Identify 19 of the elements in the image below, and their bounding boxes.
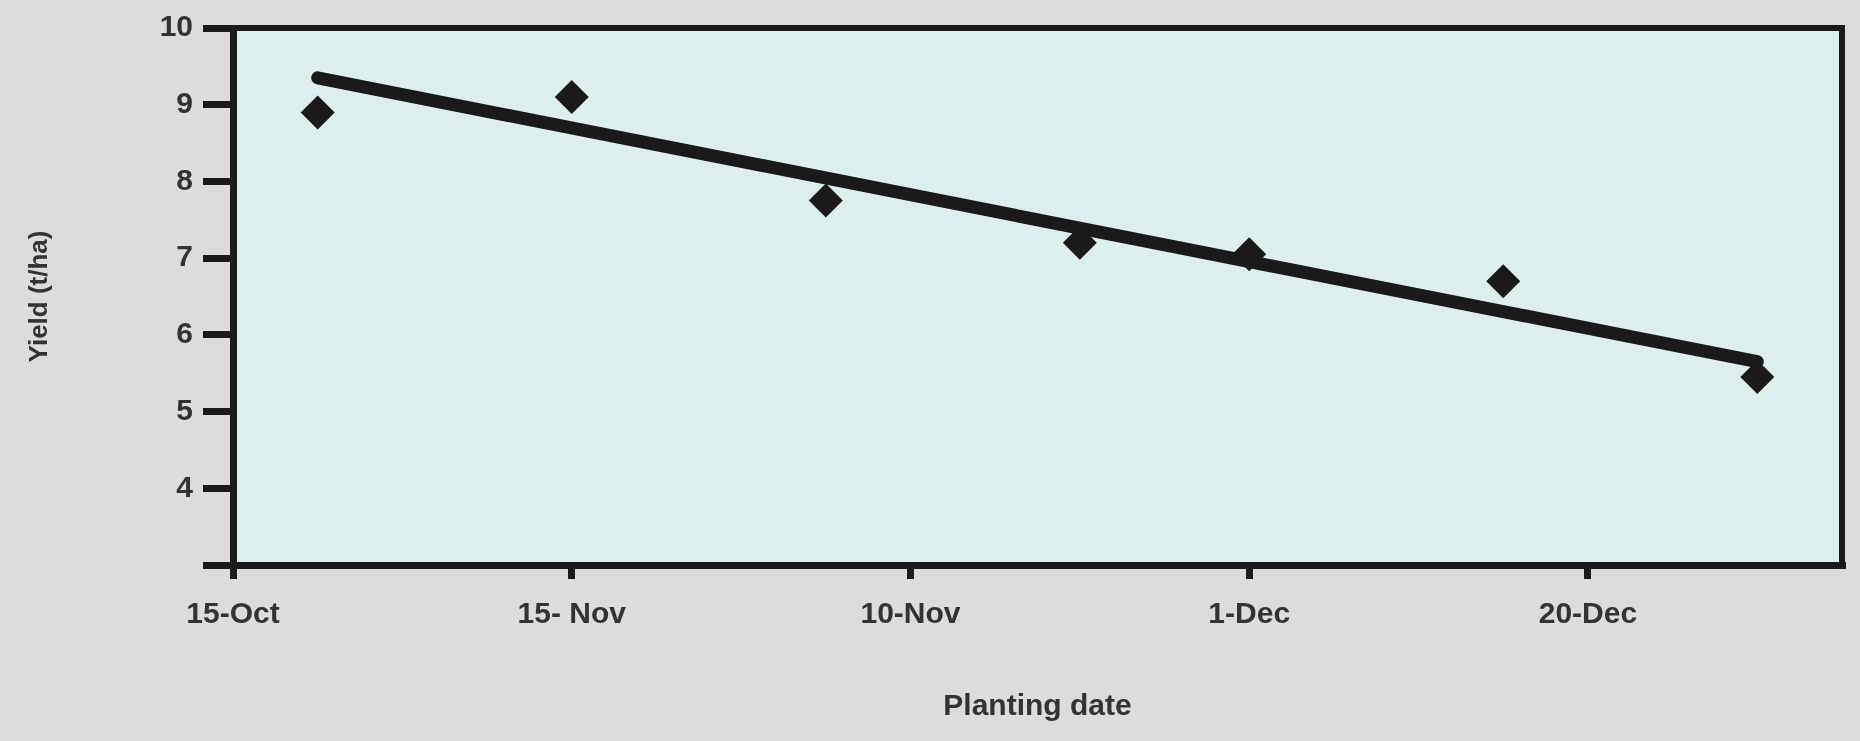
x-tick-label: 20-Dec — [1538, 596, 1638, 630]
point — [1486, 264, 1521, 299]
y-tick-label: 4 — [176, 469, 194, 503]
y-tick-label: 6 — [176, 316, 193, 350]
y-tick-label: 9 — [176, 85, 193, 119]
x-tick-label: 1-Dec — [1208, 596, 1291, 630]
y-tick-label: 7 — [176, 239, 193, 273]
x-tick-label: 10-Nov — [860, 596, 961, 630]
point — [554, 80, 589, 115]
point — [300, 95, 335, 130]
x-axis-title: Planting date — [943, 688, 1132, 722]
y-axis-title: Yield (t/ha) — [22, 230, 53, 363]
x-tick-label: 15-Oct — [186, 596, 280, 630]
y-tick-label: 5 — [176, 392, 193, 426]
y-tick-label: 10 — [159, 9, 193, 43]
x-tick-label: 15- Nov — [517, 596, 627, 630]
y-tick-label: 8 — [176, 162, 193, 196]
point — [1232, 237, 1267, 272]
point — [808, 183, 843, 218]
